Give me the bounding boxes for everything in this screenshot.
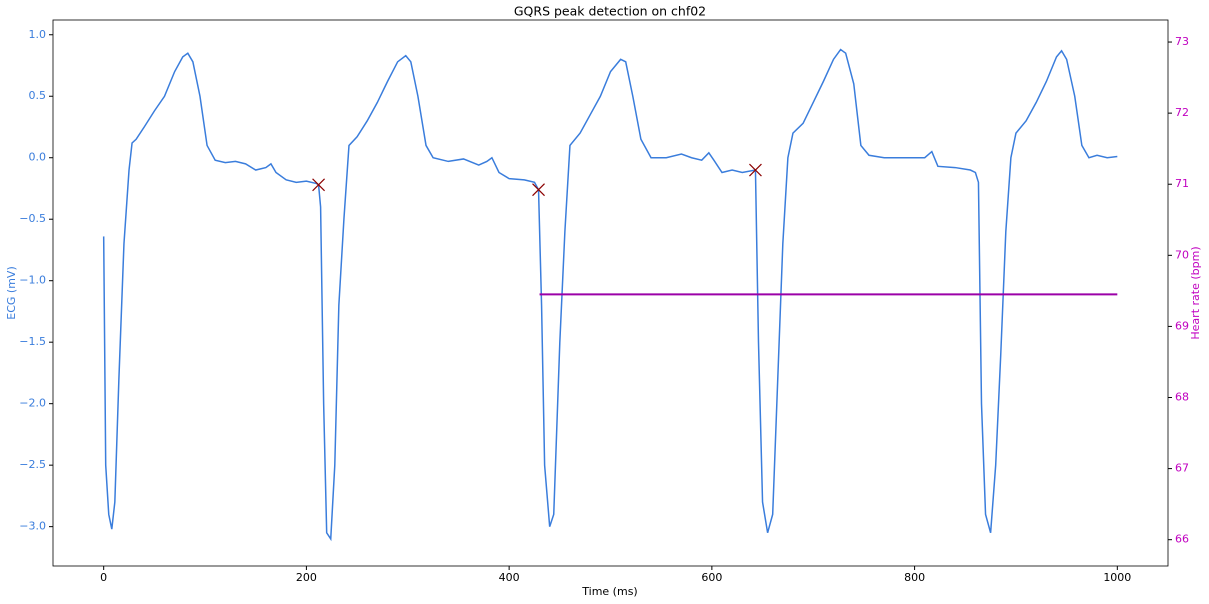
y-tick-label: −2.0: [19, 397, 46, 410]
x-tick-label: 400: [499, 571, 520, 584]
x-axis-label: Time (ms): [581, 585, 637, 598]
ecg-line: [102, 48, 1118, 542]
peak-marker: [749, 163, 762, 177]
y-tick-label: −0.5: [19, 212, 46, 225]
chart-title: GQRS peak detection on chf02: [514, 4, 706, 19]
y-tick-label: −1.5: [19, 335, 46, 348]
y2-tick-label: 72: [1175, 106, 1189, 119]
y-tick-label: 1.0: [29, 28, 47, 41]
y-tick-label: −1.0: [19, 274, 46, 287]
peak-marker: [312, 178, 325, 192]
y2-tick-label: 69: [1175, 319, 1189, 332]
y2-tick-label: 66: [1175, 533, 1189, 546]
y2-axis-label: Heart rate (bpm): [1189, 246, 1202, 339]
y2-tick-label: 70: [1175, 248, 1189, 261]
y-tick-label: 0.0: [29, 151, 47, 164]
y-tick-label: 0.5: [29, 89, 47, 102]
x-tick-label: 0: [100, 571, 107, 584]
y-tick-label: −3.0: [19, 520, 46, 533]
y2-tick-label: 68: [1175, 391, 1189, 404]
y2-tick-label: 67: [1175, 462, 1189, 475]
x-tick-label: 1000: [1103, 571, 1131, 584]
x-tick-label: 800: [904, 571, 925, 584]
y-tick-label: −2.5: [19, 458, 46, 471]
plot-frame: [52, 19, 1169, 567]
y2-tick-label: 73: [1175, 35, 1189, 48]
x-tick-label: 200: [296, 571, 317, 584]
peak-marker: [532, 183, 545, 197]
y2-tick-label: 71: [1175, 177, 1189, 190]
x-tick-label: 600: [701, 571, 722, 584]
y-axis-label: ECG (mV): [5, 266, 18, 319]
